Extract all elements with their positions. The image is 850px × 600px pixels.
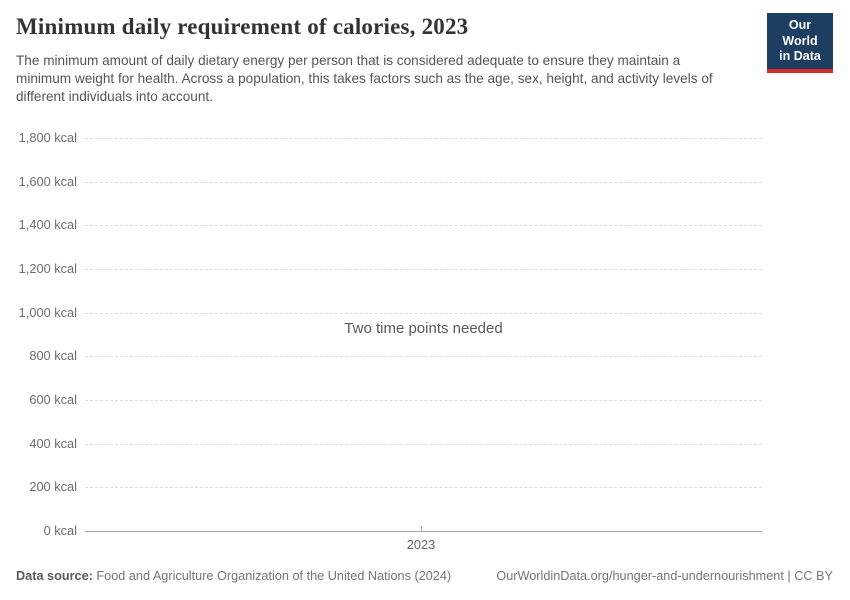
gridline bbox=[85, 225, 762, 227]
data-source-value[interactable]: Food and Agriculture Organization of the… bbox=[96, 569, 452, 583]
y-axis-tick-label: 200 kcal bbox=[29, 479, 77, 495]
y-axis-tick-label: 1,800 kcal bbox=[18, 130, 77, 145]
owid-logo-text: Our World in Data bbox=[767, 13, 833, 69]
gridline bbox=[85, 400, 762, 401]
x-axis-tick-label: 2023 bbox=[406, 537, 436, 552]
data-source-label: Data source: bbox=[16, 569, 93, 583]
chart-title: Minimum daily requirement of calories, 2… bbox=[16, 14, 469, 39]
gridline bbox=[85, 356, 762, 358]
gridline bbox=[85, 269, 762, 270]
y-axis-tick-label: 0 kcal bbox=[43, 523, 77, 538]
x-axis-tick-mark bbox=[421, 526, 422, 531]
owid-url-license-link[interactable]: OurWorldinData.org/hunger-and-undernouri… bbox=[496, 569, 833, 583]
gridline bbox=[85, 312, 762, 314]
owid-logo-line1: Our World bbox=[782, 18, 818, 48]
y-axis-tick-label: 400 kcal bbox=[29, 435, 77, 451]
owid-logo-stripe bbox=[767, 68, 833, 73]
gridline bbox=[85, 138, 762, 139]
y-axis-tick-label: 600 kcal bbox=[29, 392, 77, 407]
y-axis-tick-label: 1,000 kcal bbox=[18, 304, 77, 320]
owid-logo-line2: in Data bbox=[779, 49, 821, 64]
gridline bbox=[85, 181, 762, 183]
y-axis-tick-label: 800 kcal bbox=[29, 348, 77, 364]
data-source-note: Data source: Food and Agriculture Organi… bbox=[16, 569, 451, 583]
gridline bbox=[85, 487, 762, 489]
x-axis-line bbox=[85, 531, 762, 532]
owid-logo: Our World in Data bbox=[767, 13, 833, 73]
y-axis-tick-label: 1,400 kcal bbox=[18, 217, 77, 233]
chart-footer: Data source: Food and Agriculture Organi… bbox=[16, 569, 833, 583]
empty-chart-message: Two time points needed bbox=[344, 320, 503, 337]
chart-subtitle: The minimum amount of daily dietary ener… bbox=[16, 53, 713, 105]
gridline bbox=[85, 443, 762, 445]
y-axis-tick-label: 1,200 kcal bbox=[18, 261, 77, 276]
y-axis-tick-label: 1,600 kcal bbox=[18, 173, 77, 189]
